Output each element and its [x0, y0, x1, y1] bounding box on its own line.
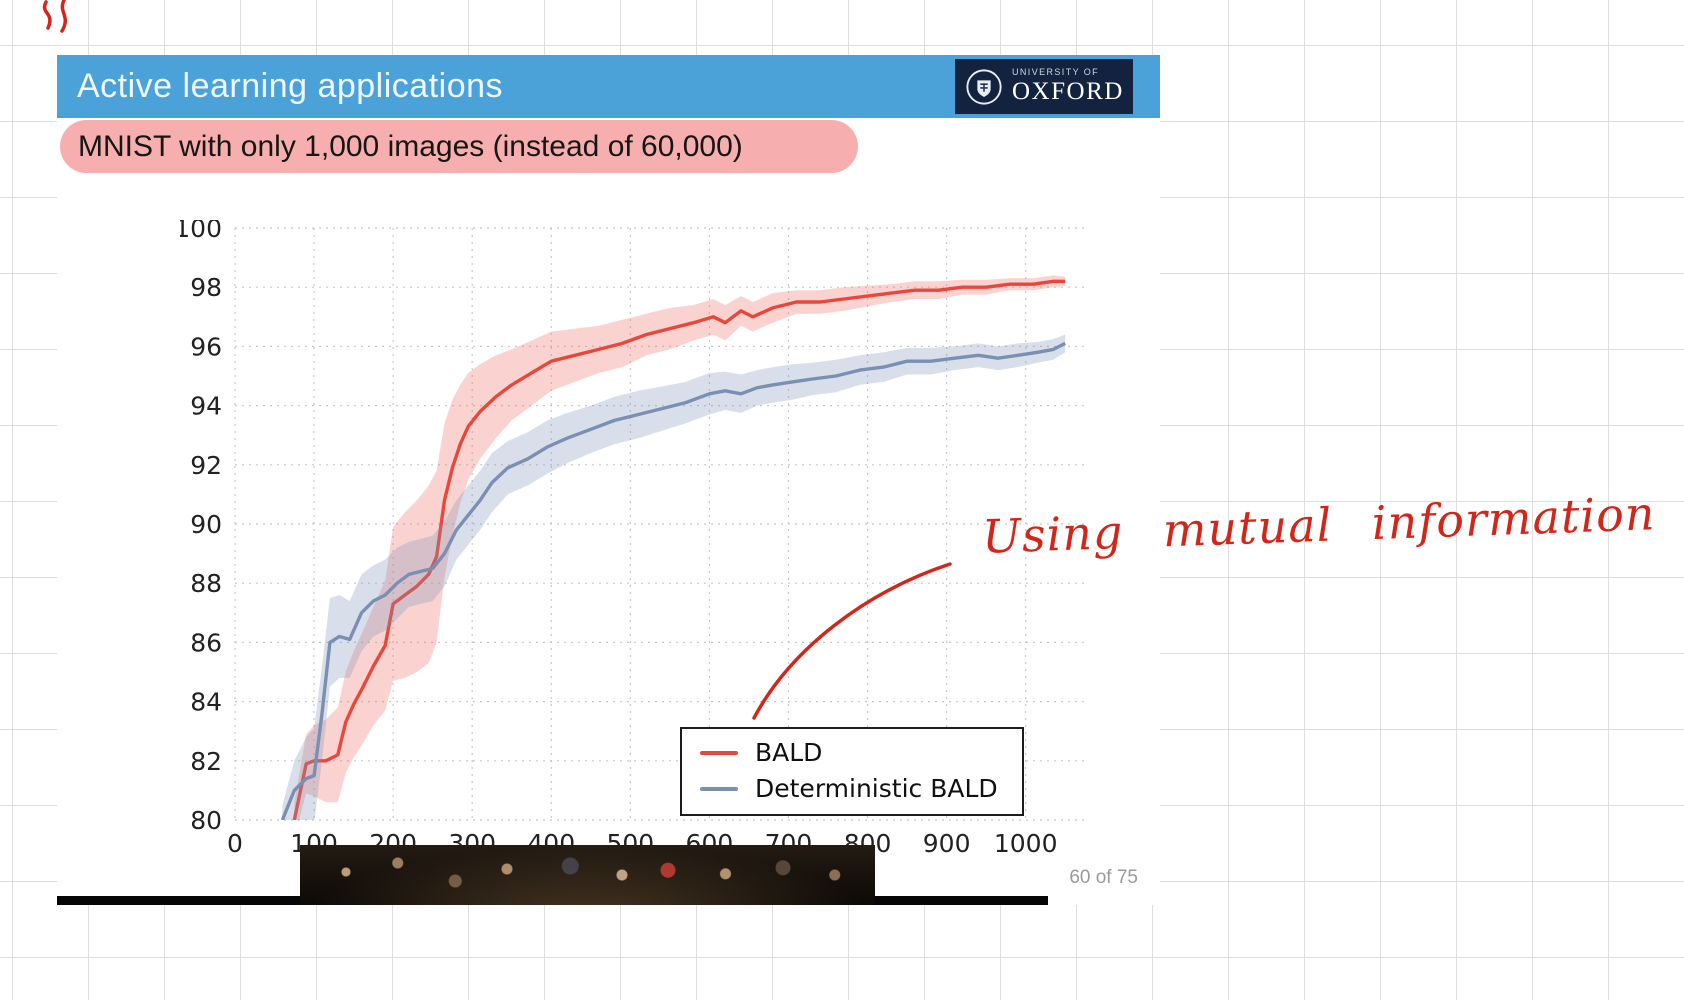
- svg-text:80: 80: [190, 806, 222, 835]
- lecture-slide: Active learning applications UNIVERSITY …: [57, 55, 1160, 905]
- chart-legend: BALD Deterministic BALD: [680, 727, 1024, 816]
- svg-text:88: 88: [190, 569, 222, 598]
- legend-item-bald: BALD: [700, 738, 998, 767]
- slide-subtitle-highlight: MNIST with only 1,000 images (instead of…: [60, 120, 858, 173]
- oxford-logo-text: UNIVERSITY OF OXFORD: [1012, 66, 1124, 105]
- legend-label-bald: BALD: [755, 738, 823, 767]
- bald-line-swatch: [700, 750, 738, 755]
- slide-header: Active learning applications UNIVERSITY …: [57, 55, 1160, 118]
- video-thumbnail[interactable]: [300, 845, 875, 905]
- slide-title: Active learning applications: [77, 67, 504, 105]
- svg-text:100: 100: [180, 220, 222, 243]
- svg-text:0: 0: [227, 829, 243, 858]
- svg-text:86: 86: [190, 628, 222, 657]
- svg-text:900: 900: [923, 829, 971, 858]
- slide-subtitle: MNIST with only 1,000 images (instead of…: [78, 129, 743, 163]
- slide-page-indicator: 60 of 75: [1069, 867, 1138, 888]
- legend-item-deterministic-bald: Deterministic BALD: [700, 774, 998, 803]
- logo-oxford-label: OXFORD: [1012, 77, 1124, 105]
- svg-text:96: 96: [190, 332, 222, 361]
- logo-university-of-label: UNIVERSITY OF: [1012, 66, 1100, 77]
- svg-text:94: 94: [190, 392, 222, 421]
- svg-text:84: 84: [190, 688, 222, 717]
- stray-ink-mark: [60, 0, 68, 33]
- oxford-crest-icon: [966, 68, 1002, 105]
- svg-text:1000: 1000: [994, 829, 1058, 858]
- deterministic-bald-line-swatch: [700, 786, 738, 791]
- svg-text:92: 92: [190, 451, 222, 480]
- svg-text:98: 98: [190, 273, 222, 302]
- legend-label-deterministic-bald: Deterministic BALD: [755, 774, 998, 803]
- svg-text:82: 82: [190, 747, 222, 776]
- svg-text:90: 90: [190, 510, 222, 539]
- stray-ink-mark: [42, 0, 52, 30]
- oxford-logo: UNIVERSITY OF OXFORD: [955, 59, 1133, 114]
